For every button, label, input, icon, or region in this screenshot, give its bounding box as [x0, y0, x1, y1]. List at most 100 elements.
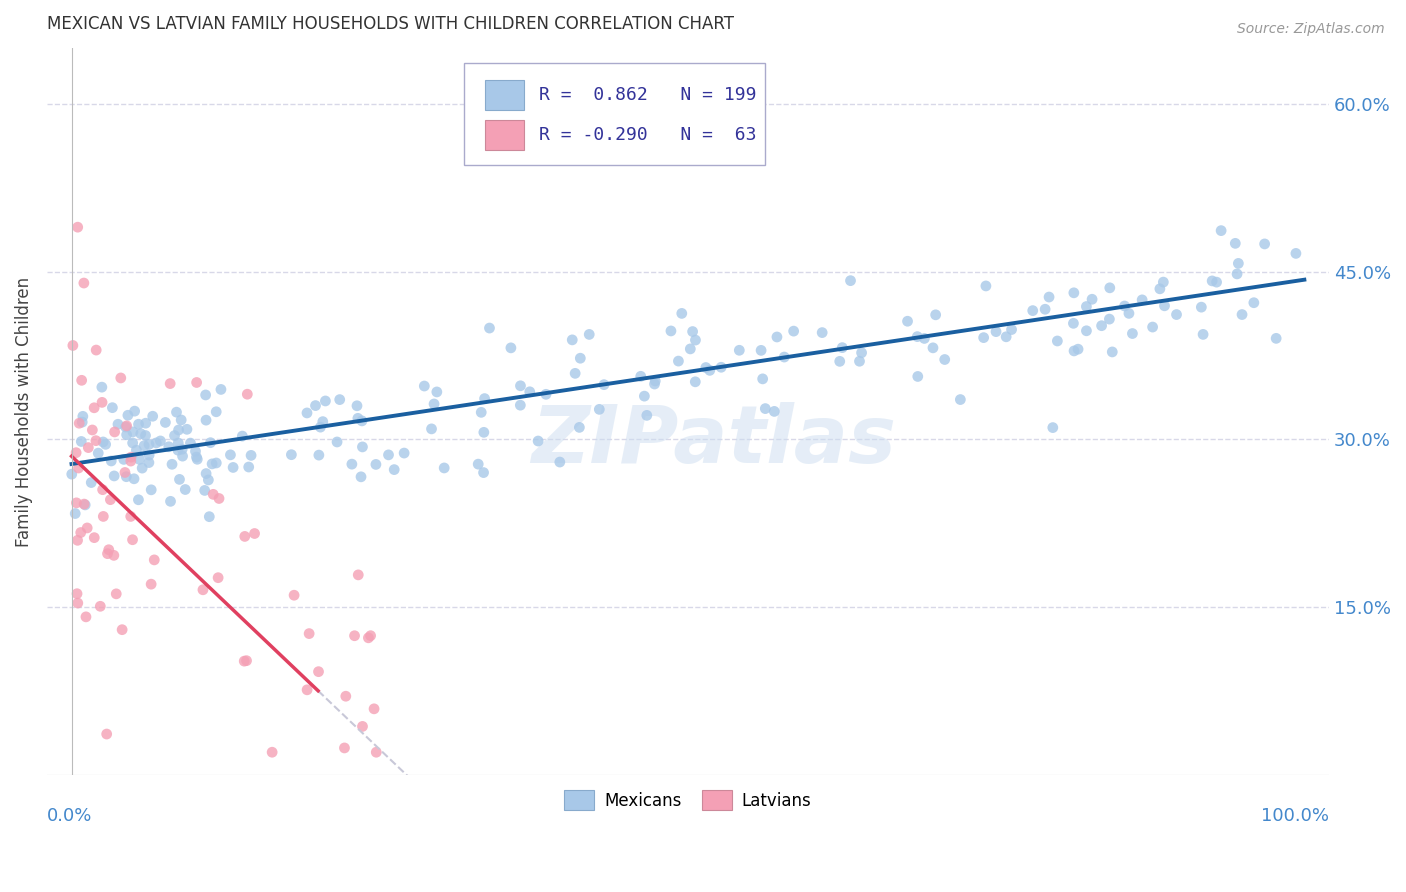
Point — [208, 491, 231, 506]
Point — [96, 727, 118, 741]
Point — [60, 467, 83, 482]
Point — [644, 374, 666, 388]
Point — [67, 461, 90, 475]
Point — [91, 395, 114, 409]
Point — [357, 631, 380, 645]
Point — [179, 436, 201, 450]
Point — [172, 449, 194, 463]
Point — [308, 665, 330, 679]
Point — [413, 379, 436, 393]
Point — [149, 434, 172, 448]
Point — [124, 404, 146, 418]
Point — [474, 392, 496, 406]
Point — [167, 423, 190, 437]
Point — [91, 434, 114, 449]
Point — [593, 377, 616, 392]
Point — [685, 375, 707, 389]
Point — [1243, 295, 1265, 310]
Point — [1063, 343, 1085, 358]
Point — [91, 483, 114, 497]
Point — [120, 509, 142, 524]
Point — [65, 496, 87, 510]
Point — [749, 343, 772, 358]
Text: Source: ZipAtlas.com: Source: ZipAtlas.com — [1237, 22, 1385, 37]
Point — [922, 341, 945, 355]
Point — [333, 740, 356, 755]
Point — [343, 629, 366, 643]
Point — [1098, 312, 1121, 326]
Point — [160, 458, 183, 472]
Point — [87, 446, 110, 460]
Point — [1038, 290, 1060, 304]
Point — [90, 380, 112, 394]
Point — [195, 467, 218, 481]
Point — [1153, 299, 1175, 313]
Point — [561, 333, 583, 347]
Point — [138, 448, 160, 462]
Point — [364, 458, 387, 472]
Point — [70, 415, 93, 429]
Point — [329, 392, 352, 407]
Point — [143, 553, 166, 567]
Point — [120, 454, 142, 468]
Point — [70, 373, 93, 387]
Point — [298, 626, 321, 640]
Point — [346, 399, 368, 413]
Point — [509, 378, 531, 392]
Point — [420, 422, 443, 436]
Point — [84, 434, 107, 448]
Point — [145, 436, 167, 450]
Point — [121, 533, 143, 547]
Point — [907, 369, 929, 384]
Point — [633, 389, 655, 403]
Point — [66, 533, 89, 548]
Point — [470, 405, 492, 419]
Point — [1285, 246, 1308, 260]
Point — [340, 457, 363, 471]
Point — [699, 363, 721, 377]
Point — [73, 497, 96, 511]
Point — [478, 321, 501, 335]
Point — [141, 483, 163, 497]
Point — [630, 369, 652, 384]
Point — [973, 331, 995, 345]
Point — [115, 418, 138, 433]
Point — [828, 354, 851, 368]
Point — [811, 326, 834, 340]
Point — [352, 440, 374, 454]
Point — [127, 492, 149, 507]
Point — [569, 351, 592, 366]
Point — [159, 376, 181, 391]
Point — [728, 343, 751, 358]
Point — [682, 325, 704, 339]
Point — [89, 599, 111, 614]
FancyBboxPatch shape — [485, 79, 524, 111]
Point — [1189, 300, 1212, 314]
Point — [66, 596, 89, 610]
Point — [70, 434, 93, 449]
Point — [766, 330, 789, 344]
Point — [685, 333, 707, 347]
Point — [295, 682, 318, 697]
Text: R =  0.862   N = 199: R = 0.862 N = 199 — [540, 86, 756, 103]
Text: 0.0%: 0.0% — [46, 807, 93, 825]
Point — [283, 588, 305, 602]
Point — [111, 623, 134, 637]
Point — [166, 405, 188, 419]
Point — [1205, 275, 1227, 289]
Point — [1042, 420, 1064, 434]
Point — [125, 443, 148, 458]
Point — [308, 448, 330, 462]
Point — [75, 498, 97, 512]
Point — [128, 452, 150, 467]
Point — [82, 423, 104, 437]
Point — [112, 452, 135, 467]
Point — [905, 329, 928, 343]
Point — [200, 435, 222, 450]
Point — [104, 425, 127, 439]
Point — [231, 429, 253, 443]
Point — [262, 745, 284, 759]
Point — [1033, 302, 1056, 317]
Point — [138, 456, 160, 470]
Point — [134, 428, 156, 442]
